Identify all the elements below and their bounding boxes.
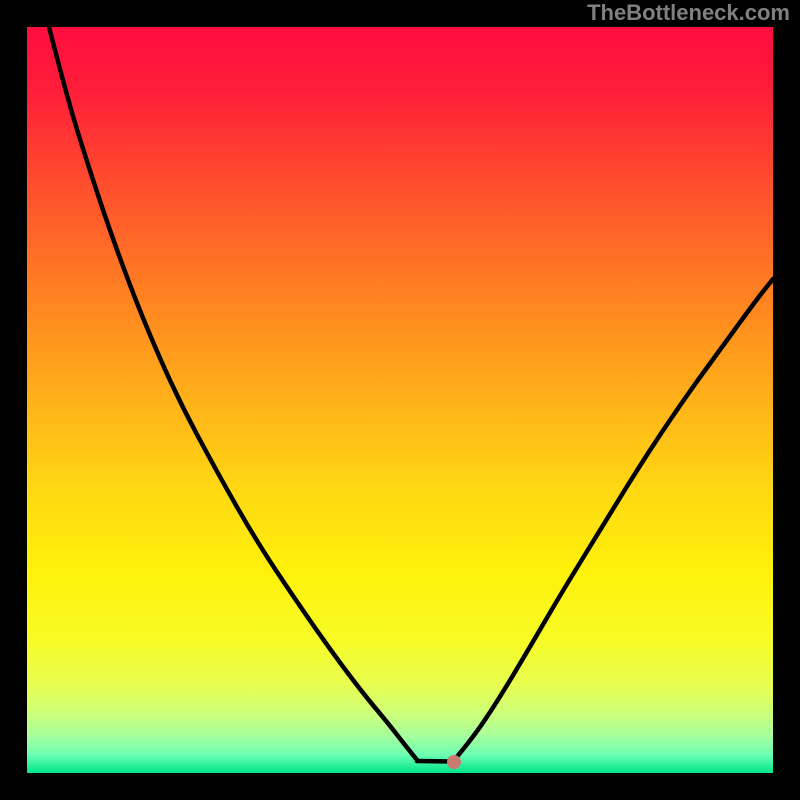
trough-marker [447,755,461,769]
plot-area [27,27,773,773]
plot-svg [27,27,773,773]
watermark-text: TheBottleneck.com [587,0,790,26]
chart-container: TheBottleneck.com [0,0,800,800]
gradient-rect [27,27,773,773]
